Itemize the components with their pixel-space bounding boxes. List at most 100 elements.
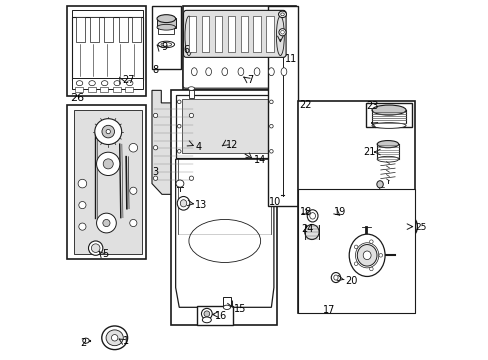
- Ellipse shape: [238, 68, 244, 76]
- Ellipse shape: [223, 305, 230, 310]
- Bar: [227, 17, 234, 52]
- Ellipse shape: [161, 42, 171, 46]
- Ellipse shape: [89, 81, 95, 86]
- Ellipse shape: [376, 156, 398, 162]
- Bar: [67, 105, 145, 259]
- Bar: [240, 17, 247, 52]
- Ellipse shape: [177, 100, 181, 104]
- Ellipse shape: [177, 149, 181, 153]
- Text: 2: 2: [80, 338, 86, 348]
- Text: 19: 19: [333, 207, 346, 217]
- Ellipse shape: [304, 225, 319, 239]
- Ellipse shape: [88, 241, 102, 255]
- Bar: [266, 17, 273, 52]
- Ellipse shape: [106, 130, 110, 134]
- Ellipse shape: [177, 125, 181, 128]
- Bar: [202, 17, 208, 52]
- FancyBboxPatch shape: [183, 10, 285, 57]
- Ellipse shape: [363, 251, 370, 260]
- Ellipse shape: [330, 273, 340, 283]
- Bar: [125, 87, 133, 92]
- Ellipse shape: [79, 202, 86, 209]
- Text: 12: 12: [225, 140, 238, 150]
- Ellipse shape: [278, 11, 286, 18]
- Text: 17: 17: [323, 305, 335, 315]
- FancyBboxPatch shape: [183, 54, 294, 88]
- Ellipse shape: [96, 213, 116, 233]
- Ellipse shape: [269, 149, 273, 153]
- Ellipse shape: [371, 105, 405, 115]
- Ellipse shape: [205, 68, 211, 76]
- Bar: [67, 6, 145, 96]
- Text: 27: 27: [122, 75, 134, 85]
- Text: 23: 23: [366, 102, 378, 112]
- Ellipse shape: [79, 223, 86, 230]
- Ellipse shape: [269, 100, 273, 104]
- Ellipse shape: [102, 326, 127, 350]
- Text: 21: 21: [362, 147, 374, 157]
- Ellipse shape: [188, 87, 194, 90]
- Bar: [267, 6, 297, 206]
- Text: 7: 7: [247, 75, 253, 85]
- Ellipse shape: [203, 311, 209, 317]
- Polygon shape: [152, 90, 194, 194]
- Text: 5: 5: [102, 249, 108, 259]
- Polygon shape: [74, 110, 142, 253]
- Ellipse shape: [82, 338, 89, 343]
- Bar: [188, 17, 196, 52]
- Bar: [113, 87, 121, 92]
- Ellipse shape: [180, 200, 186, 207]
- Text: 8: 8: [152, 64, 159, 75]
- Ellipse shape: [354, 245, 357, 249]
- Ellipse shape: [101, 81, 108, 86]
- Bar: [158, 27, 174, 34]
- Ellipse shape: [281, 68, 286, 76]
- Text: 4: 4: [195, 141, 201, 152]
- Ellipse shape: [378, 253, 382, 257]
- Text: 3: 3: [152, 167, 159, 177]
- Ellipse shape: [129, 187, 137, 194]
- Ellipse shape: [189, 176, 193, 180]
- Bar: [214, 17, 222, 52]
- Bar: [104, 17, 113, 42]
- Bar: [76, 17, 84, 42]
- Text: 26: 26: [70, 93, 84, 103]
- Bar: [72, 17, 143, 80]
- Ellipse shape: [91, 244, 100, 252]
- Text: 20: 20: [344, 276, 357, 286]
- Ellipse shape: [129, 143, 137, 152]
- Bar: [365, 103, 411, 127]
- Ellipse shape: [371, 123, 405, 129]
- Bar: [90, 17, 99, 42]
- Ellipse shape: [254, 68, 260, 76]
- Ellipse shape: [111, 334, 118, 341]
- Polygon shape: [175, 159, 273, 307]
- Bar: [157, 18, 175, 28]
- Ellipse shape: [376, 181, 383, 188]
- Bar: [175, 95, 273, 158]
- Ellipse shape: [189, 113, 193, 118]
- Text: 15: 15: [233, 304, 245, 314]
- Bar: [188, 90, 194, 98]
- Text: 10: 10: [268, 197, 281, 207]
- Text: 9: 9: [161, 42, 167, 52]
- Ellipse shape: [106, 330, 123, 346]
- Text: 24: 24: [301, 224, 313, 234]
- Ellipse shape: [280, 13, 284, 16]
- Text: 18: 18: [300, 207, 312, 217]
- Ellipse shape: [278, 29, 285, 36]
- Bar: [72, 10, 143, 19]
- Bar: [70, 9, 144, 92]
- Ellipse shape: [153, 176, 158, 180]
- Ellipse shape: [354, 262, 357, 266]
- Bar: [100, 87, 108, 92]
- Ellipse shape: [202, 317, 211, 323]
- Ellipse shape: [157, 15, 175, 23]
- Ellipse shape: [153, 145, 158, 150]
- Ellipse shape: [153, 113, 158, 118]
- Bar: [119, 17, 127, 42]
- Bar: [75, 87, 83, 92]
- Text: 6: 6: [183, 45, 189, 55]
- Bar: [171, 90, 276, 325]
- Ellipse shape: [269, 125, 273, 128]
